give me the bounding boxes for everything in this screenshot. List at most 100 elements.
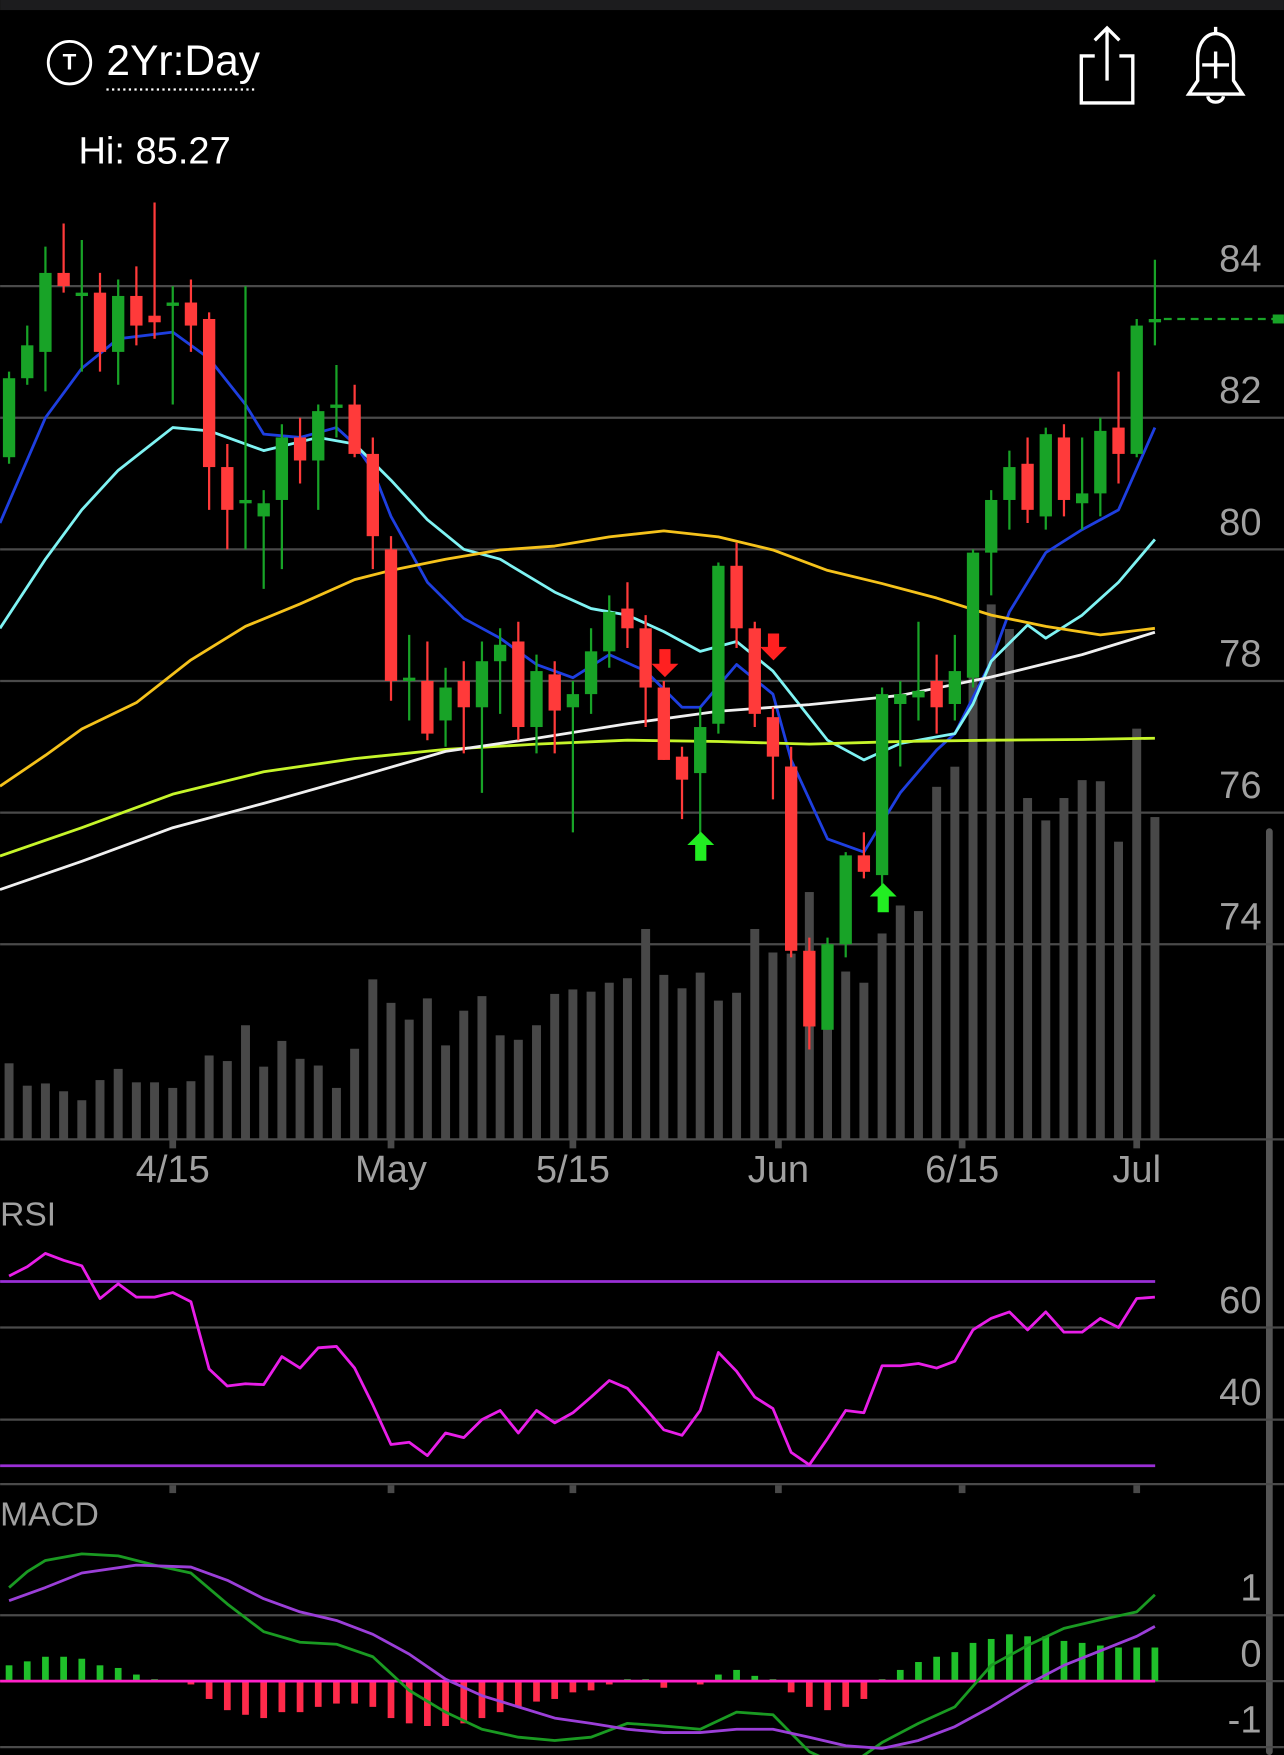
candle-body [712, 565, 725, 724]
volume-bar [513, 1039, 523, 1140]
period-selector[interactable]: 2Yr:Day [106, 37, 260, 85]
indicator-line [0, 529, 1156, 788]
candle-body [184, 302, 198, 326]
macd-histogram-bar [205, 1681, 213, 1699]
volume-bar [1059, 798, 1069, 1140]
scrollbar[interactable] [1265, 828, 1273, 1755]
volume-bar [1114, 841, 1124, 1140]
volume-bar [441, 1045, 451, 1140]
candle-body [312, 411, 325, 461]
candle-body [1003, 467, 1016, 500]
candle-body [748, 628, 761, 714]
candle-body [21, 345, 34, 379]
macd-histogram-bar [223, 1681, 231, 1711]
indicator-line [8, 1552, 1156, 1755]
volume-bar [495, 1035, 505, 1140]
volume-bar [222, 1061, 232, 1140]
macd-histogram-bar [1024, 1636, 1031, 1682]
volume-bar [204, 1055, 214, 1140]
share-button[interactable] [1079, 25, 1135, 105]
macd-histogram-bar [133, 1674, 140, 1682]
macd-histogram-bar [424, 1681, 431, 1726]
volume-bar [732, 992, 742, 1140]
candle-body [985, 499, 998, 553]
volume-bar [331, 1087, 341, 1140]
volume-bar [1004, 629, 1014, 1140]
indicator-line [0, 630, 1156, 891]
volume-bar [913, 911, 923, 1140]
candle-body [112, 295, 125, 352]
volume-bar [859, 982, 869, 1140]
buy-signal [869, 883, 897, 913]
x-tick-mark [169, 1139, 177, 1149]
macd-histogram-bar [478, 1681, 486, 1719]
ticker-icon[interactable] [46, 40, 93, 86]
volume-bar [113, 1068, 123, 1140]
volume-bar [622, 978, 632, 1140]
macd-histogram-bar [442, 1681, 449, 1726]
candle-body [894, 694, 907, 704]
volume-bar [40, 1083, 50, 1140]
macd-histogram-bar [96, 1665, 104, 1682]
panel-title: RSI [0, 1197, 56, 1234]
macd-histogram-bar [1151, 1647, 1159, 1682]
volume-bar [168, 1087, 178, 1140]
macd-histogram-bar [260, 1681, 268, 1719]
y-tick-label: 74 [1219, 897, 1261, 939]
macd-histogram-bar [824, 1681, 831, 1711]
volume-bar [677, 988, 687, 1140]
macd-histogram-bar [1006, 1634, 1013, 1682]
macd-histogram-bar [1115, 1647, 1122, 1682]
volume-bar [786, 953, 796, 1140]
candle-body [439, 687, 452, 721]
volume-bar [695, 972, 705, 1140]
candle-body [1148, 318, 1162, 323]
macd-histogram-bar [587, 1681, 595, 1691]
x-tick-label: May [355, 1149, 427, 1191]
candle-body [857, 855, 871, 872]
macd-histogram-bar [78, 1658, 86, 1682]
candle-body [166, 302, 179, 306]
macd-histogram-bar [42, 1656, 49, 1682]
macd-histogram-bar [933, 1656, 941, 1682]
macd-histogram-bar [660, 1681, 668, 1688]
x-tick-mark [958, 1485, 966, 1494]
macd-histogram-bar [1096, 1645, 1104, 1682]
macd-histogram-bar [5, 1665, 13, 1682]
volume-bar [713, 1000, 723, 1140]
last-price-marker [1272, 314, 1284, 324]
x-tick-mark [1133, 1485, 1141, 1494]
volume-bar [350, 1048, 360, 1140]
macd-histogram-bar [114, 1667, 122, 1682]
y-tick-label: 40 [1219, 1372, 1261, 1414]
volume-bar [1023, 798, 1033, 1140]
candle-body [639, 628, 652, 688]
volume-bar [932, 786, 942, 1140]
x-tick-mark [169, 1485, 177, 1494]
sell-signal [760, 633, 787, 661]
candle-body [421, 680, 434, 734]
x-tick-mark [387, 1139, 395, 1149]
x-tick-mark [958, 1139, 966, 1149]
macd-histogram-bar [187, 1681, 195, 1685]
high-label: Hi: 85.27 [78, 130, 230, 172]
candle-body [202, 318, 216, 468]
candle-body [948, 671, 961, 704]
volume-bar [259, 1066, 269, 1140]
volume-bar [641, 928, 651, 1140]
y-tick-label: 78 [1219, 633, 1261, 675]
candle-body [530, 671, 543, 728]
volume-bar [877, 933, 887, 1140]
macd-histogram-bar [533, 1681, 540, 1702]
alert-button[interactable] [1185, 26, 1246, 104]
x-tick-label: 4/15 [136, 1149, 210, 1191]
candle-body [784, 766, 798, 951]
candle-body [657, 687, 670, 760]
volume-bar [422, 998, 432, 1140]
macd-histogram-bar [314, 1681, 322, 1707]
macd-histogram-bar [569, 1681, 577, 1693]
volume-bar [59, 1091, 69, 1140]
macd-histogram-bar [951, 1652, 959, 1682]
